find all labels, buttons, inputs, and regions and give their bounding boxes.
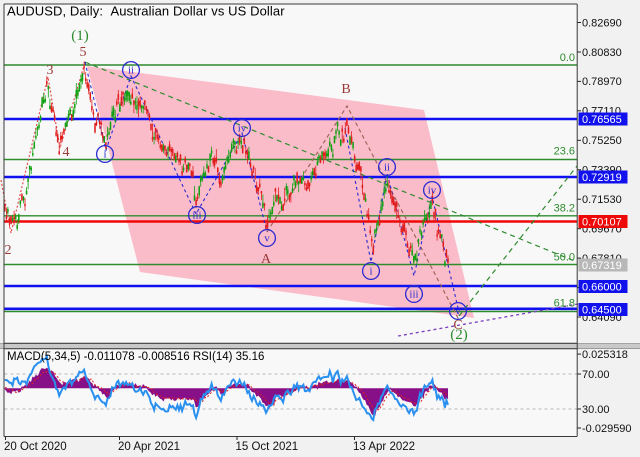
svg-text:0.70107: 0.70107: [582, 216, 622, 228]
svg-text:50.0: 50.0: [554, 252, 575, 264]
svg-text:-0.029590: -0.029590: [582, 423, 632, 435]
svg-text:iv: iv: [238, 123, 247, 135]
svg-text:30.00: 30.00: [582, 404, 610, 416]
svg-text:0.67319: 0.67319: [582, 260, 622, 272]
svg-text:C: C: [453, 318, 462, 333]
svg-text:20 Oct 2020: 20 Oct 2020: [4, 441, 67, 453]
svg-text:20 Apr 2021: 20 Apr 2021: [118, 441, 180, 453]
svg-text:4: 4: [63, 145, 70, 160]
svg-text:70.00: 70.00: [582, 369, 610, 381]
svg-text:15 Oct 2021: 15 Oct 2021: [236, 441, 299, 453]
svg-text:MACD(5,34,5) -0.011078 -0.0085: MACD(5,34,5) -0.011078 -0.008516 RSI(14)…: [7, 351, 264, 363]
svg-text:0.66000: 0.66000: [582, 281, 622, 293]
svg-text:2: 2: [5, 243, 12, 258]
svg-text:0.82690: 0.82690: [582, 17, 622, 29]
svg-text:38.2: 38.2: [554, 203, 575, 215]
svg-text:0.72919: 0.72919: [582, 172, 622, 184]
svg-text:0.75250: 0.75250: [582, 135, 622, 147]
svg-text:iii: iii: [192, 210, 201, 222]
svg-text:ii: ii: [384, 162, 390, 174]
svg-text:B: B: [341, 82, 350, 97]
svg-text:0.0: 0.0: [560, 52, 575, 64]
svg-text:A: A: [261, 252, 272, 267]
svg-text:3: 3: [47, 63, 54, 78]
svg-text:iv: iv: [428, 185, 437, 197]
svg-text:v: v: [455, 306, 461, 318]
svg-text:iii: iii: [409, 289, 418, 301]
svg-text:61.8: 61.8: [554, 298, 575, 310]
svg-text:ii: ii: [128, 65, 134, 77]
svg-text:0.78970: 0.78970: [582, 76, 622, 88]
svg-text:0.80830: 0.80830: [582, 47, 622, 59]
svg-text:(2): (2): [450, 327, 468, 343]
svg-text:13 Apr 2022: 13 Apr 2022: [353, 441, 415, 453]
svg-text:0.64500: 0.64500: [582, 304, 622, 316]
svg-text:0.025318: 0.025318: [582, 349, 628, 361]
svg-text:AUDUSD, Daily: Australian Dol: AUDUSD, Daily: Australian Dollar vs US D…: [7, 4, 285, 19]
svg-text:0.76565: 0.76565: [582, 114, 622, 126]
svg-text:i: i: [369, 266, 372, 278]
svg-text:0.71530: 0.71530: [582, 194, 622, 206]
svg-text:v: v: [264, 233, 270, 245]
svg-text:i: i: [103, 149, 106, 161]
svg-text:5: 5: [80, 45, 87, 60]
svg-text:23.6: 23.6: [554, 146, 575, 158]
svg-text:(1): (1): [71, 28, 89, 44]
